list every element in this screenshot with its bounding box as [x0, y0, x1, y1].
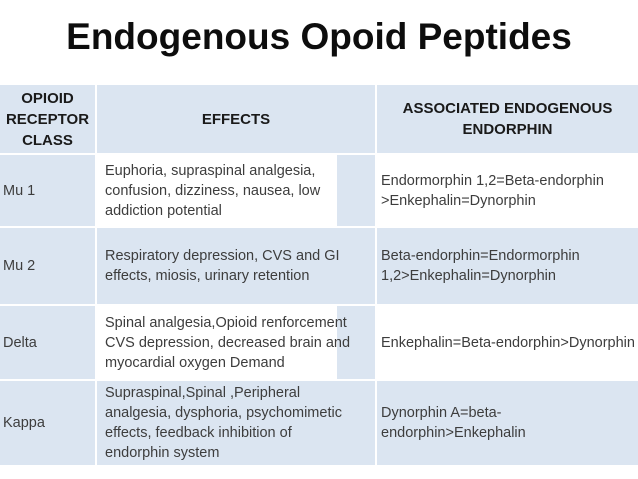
receptor-class-cell: Mu 2	[0, 228, 97, 306]
effects-cell: Spinal analgesia,Opioid renforcement CVS…	[97, 306, 350, 381]
header-endorphin: ASSOCIATED ENDOGENOUS ENDORPHIN	[377, 85, 638, 155]
endorphin-cell: Enkephalin=Beta-endorphin>Dynorphin	[377, 306, 638, 381]
spacer-cell	[337, 155, 377, 228]
spacer-cell	[337, 306, 377, 381]
spacer-cell	[337, 381, 377, 467]
endorphin-cell: Endormorphin 1,2=Beta-endorphin >Enkepha…	[377, 155, 638, 228]
effects-cell: Euphoria, supraspinal analgesia, confusi…	[97, 155, 337, 228]
receptor-class-cell: Kappa	[0, 381, 97, 467]
receptor-class-cell: Mu 1	[0, 155, 97, 228]
effects-cell: Respiratory depression, CVS and GI effec…	[97, 228, 340, 306]
receptor-class-cell: Delta	[0, 306, 97, 381]
header-effects: EFFECTS	[97, 85, 377, 155]
opioid-peptides-table: OPIOID RECEPTOR CLASS EFFECTS ASSOCIATED…	[0, 85, 638, 467]
endorphin-cell: Dynorphin A=beta- endorphin>Enkephalin	[377, 381, 638, 467]
slide-title: Endogenous Opoid Peptides	[66, 16, 572, 57]
header-receptor-class: OPIOID RECEPTOR CLASS	[0, 85, 97, 155]
effects-cell: Supraspinal,Spinal ,Peripheral analgesia…	[97, 381, 342, 467]
spacer-cell	[337, 228, 377, 306]
endorphin-cell: Beta-endorphin=Endormorphin 1,2>Enkephal…	[377, 228, 638, 306]
